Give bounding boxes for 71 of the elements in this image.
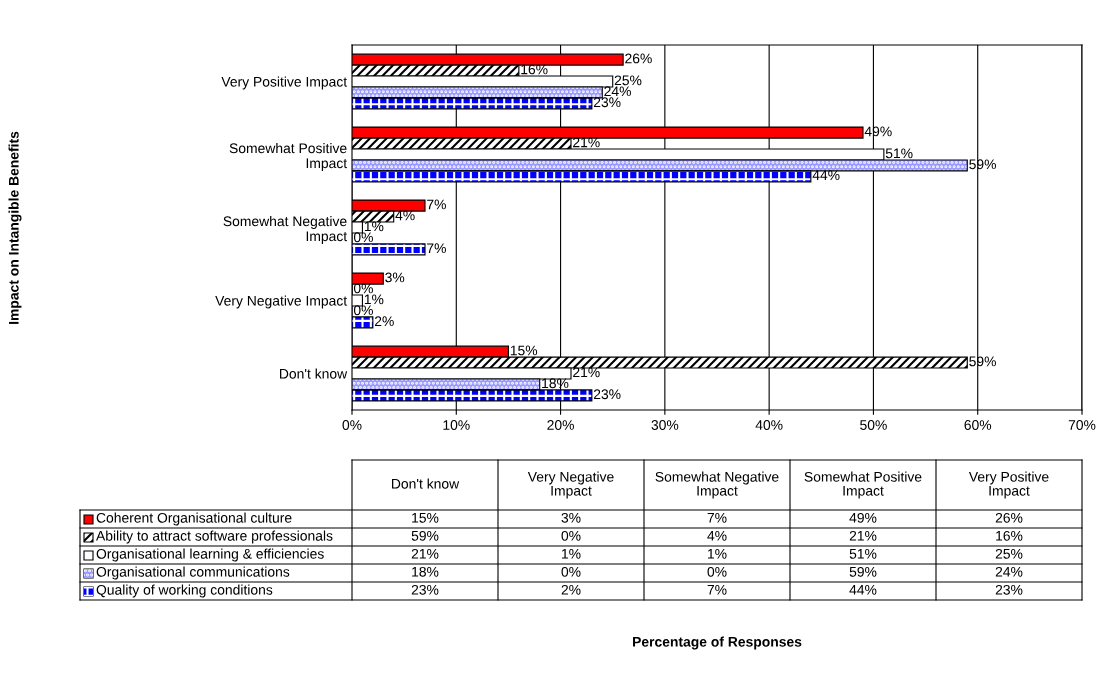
- category-label: Somewhat Positive Impact: [804, 471, 922, 499]
- data-label: 0%: [353, 232, 373, 243]
- data-label: 0%: [353, 283, 373, 294]
- y-tick-label: Very Negative Impact: [215, 295, 348, 309]
- text: Impact on Intangible Benefits: [8, 131, 22, 324]
- text: Percentage of Responses: [633, 636, 802, 650]
- legend-label: Ability to attract software professionals: [96, 530, 333, 544]
- text: 25%: [995, 548, 1023, 559]
- text: 15%: [412, 512, 439, 523]
- category-label: Very Negative Impact: [527, 471, 614, 499]
- y-tick-label: Somewhat Positive Impact: [229, 142, 348, 171]
- text: 59%: [411, 530, 439, 541]
- x-tick-label: 10%: [443, 420, 470, 430]
- data-label: 51%: [885, 148, 913, 159]
- text: 23%: [411, 584, 439, 595]
- data-label: 2%: [374, 316, 394, 327]
- text: 24%: [995, 566, 1023, 577]
- data-label: 4%: [395, 210, 415, 221]
- text: 26%: [995, 512, 1023, 523]
- text: 21%: [411, 548, 439, 559]
- text: 0%: [707, 566, 727, 577]
- data-label: 15%: [510, 345, 538, 356]
- category-label: Somewhat Negative Impact: [655, 471, 779, 499]
- data-label: 25%: [614, 75, 642, 86]
- x-tick-label: 30%: [651, 420, 679, 430]
- text: 1%: [562, 548, 581, 559]
- text: 21%: [849, 530, 877, 541]
- text: 23%: [995, 584, 1023, 595]
- legend-label: Coherent Organisational culture: [96, 512, 292, 526]
- data-label: 7%: [427, 199, 446, 210]
- text: 0%: [561, 530, 581, 541]
- text: 3%: [561, 512, 581, 523]
- text: 18%: [412, 566, 439, 577]
- text: 16%: [996, 530, 1023, 541]
- data-label: 21%: [573, 367, 600, 378]
- category-label: Don't know: [392, 478, 460, 489]
- x-tick-label: 50%: [860, 420, 887, 430]
- data-label: 7%: [427, 243, 446, 254]
- x-tick-label: 0%: [342, 420, 362, 430]
- data-label: 1%: [364, 221, 384, 232]
- legend-label: Organisational communications: [96, 566, 290, 580]
- data-label: 23%: [593, 97, 621, 108]
- x-tick-label: 20%: [547, 420, 574, 430]
- text: 44%: [849, 584, 877, 595]
- y-tick-label: Somewhat Negative Impact: [223, 215, 348, 244]
- x-tick-label: 40%: [755, 420, 783, 430]
- data-label: 44%: [812, 170, 840, 181]
- text: 0%: [561, 566, 581, 577]
- data-label: 26%: [625, 53, 652, 64]
- text: 7%: [707, 512, 727, 523]
- legend-label: Organisational learning & efficiencies: [96, 548, 324, 562]
- y-tick-label: Don't know: [280, 368, 348, 379]
- text: 51%: [849, 548, 877, 559]
- data-label: 21%: [573, 137, 600, 148]
- data-label: 24%: [604, 86, 631, 97]
- x-tick-label: 60%: [964, 420, 992, 430]
- category-label: Very Positive Impact: [968, 471, 1049, 499]
- text: 2%: [561, 584, 581, 595]
- text: 7%: [707, 584, 727, 595]
- text: 1%: [708, 548, 727, 559]
- data-label: 1%: [364, 294, 384, 305]
- y-tick-label: Very Positive Impact: [221, 76, 348, 90]
- data-label: 23%: [593, 389, 621, 400]
- x-tick-label: 70%: [1068, 420, 1096, 430]
- text: 4%: [707, 530, 727, 541]
- text: 59%: [849, 566, 877, 577]
- legend-label: Quality of working conditions: [96, 584, 273, 598]
- data-label: 3%: [385, 272, 405, 283]
- data-label: 0%: [353, 305, 373, 316]
- data-label: 16%: [521, 64, 548, 75]
- text: 49%: [849, 512, 877, 523]
